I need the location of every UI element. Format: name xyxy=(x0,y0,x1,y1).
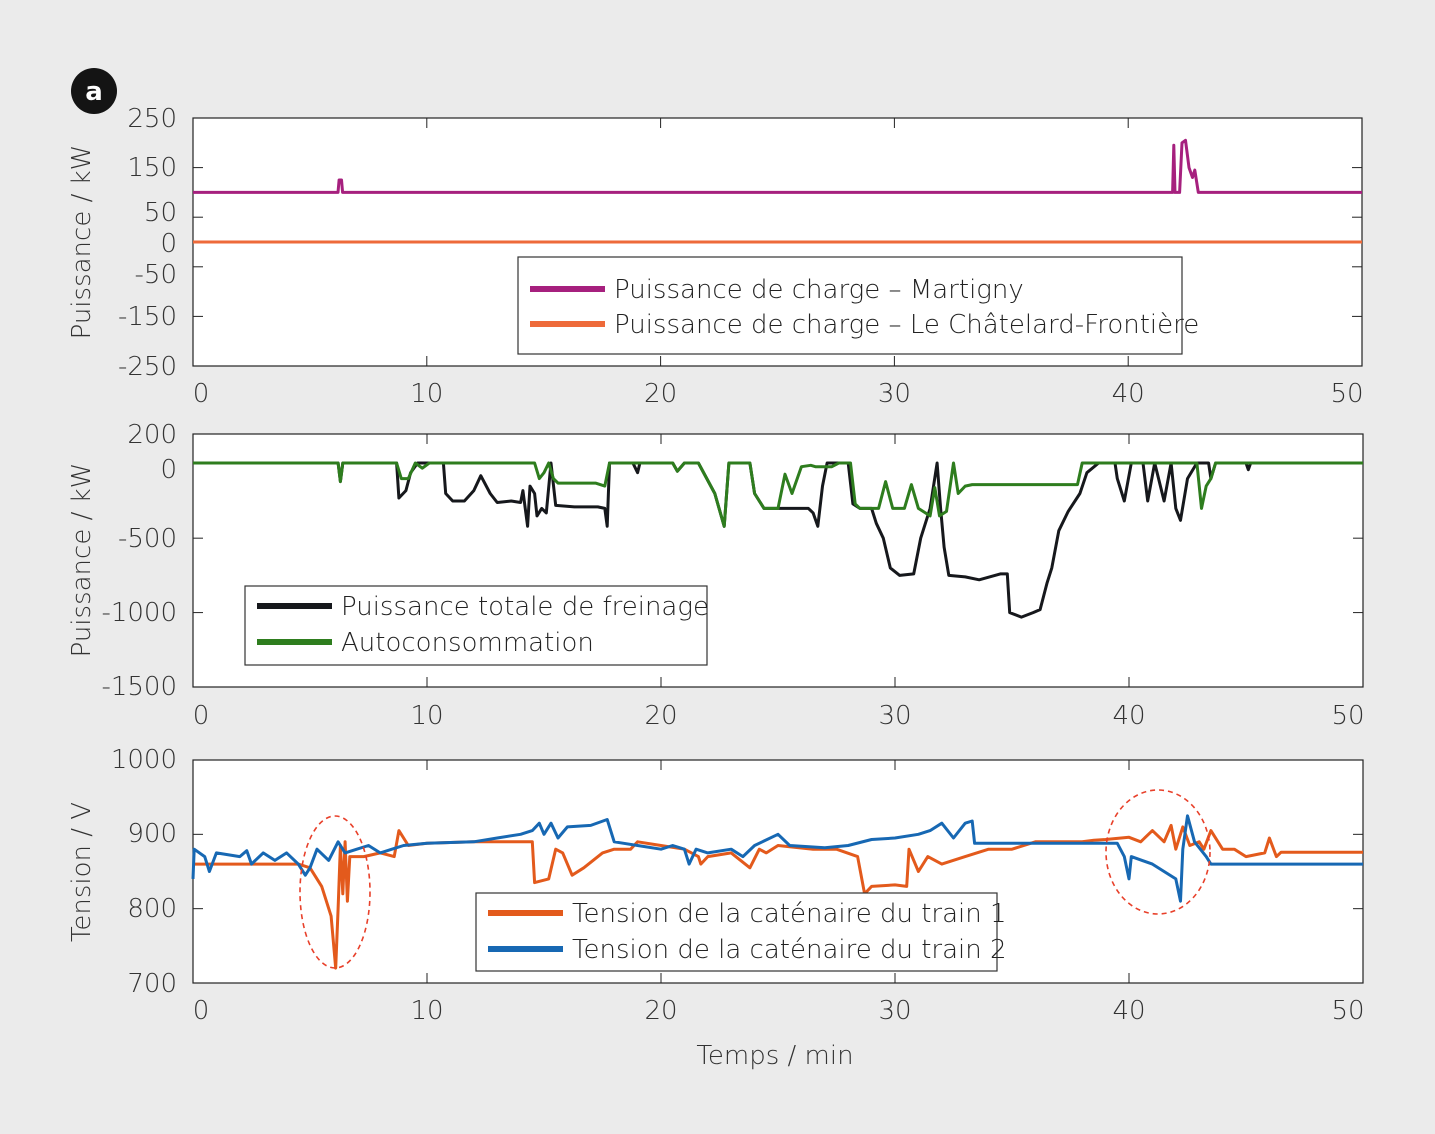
chart-panel-1: 0 10 20 30 40 50250150500-50-150-250Puissance… xyxy=(67,104,1364,409)
legend-entry: Puissance totale de freinage xyxy=(341,592,709,622)
x-tick-label: 10 xyxy=(410,379,443,409)
legend: Puissance de charge – Martigny Puissance … xyxy=(517,256,1199,355)
legend: Tension de la caténaire du train 1 Tensio… xyxy=(475,892,1007,972)
highlight-ellipse xyxy=(1105,789,1211,915)
legend-entry: Puissance de charge – Le Châtelard-Front… xyxy=(614,310,1199,340)
badge-label: a xyxy=(85,77,103,107)
series-line-3-2 xyxy=(191,814,1363,903)
x-tick-label: 40 xyxy=(1112,701,1145,731)
legend: Puissance totale de freinage Autoconsomma… xyxy=(244,585,709,666)
panel-badge: a xyxy=(71,68,117,114)
legend-box xyxy=(475,892,998,972)
x-tick-label: 50 xyxy=(1331,996,1364,1026)
x-tick-label: 20 xyxy=(644,996,677,1026)
series-line-2-2 xyxy=(193,461,1363,528)
legend-entry: Puissance de charge – Martigny xyxy=(614,275,1024,305)
y-tick-label: -500 xyxy=(118,524,177,554)
y-tick-label: 800 xyxy=(127,894,177,924)
x-axis-label: Temps / min xyxy=(696,1041,853,1071)
y-tick-label: -250 xyxy=(118,352,177,382)
legend-entry: Tension de la caténaire du train 1 xyxy=(572,899,1007,929)
x-tick-label: 40 xyxy=(1112,996,1145,1026)
y-axis-label: Puissance / kW xyxy=(67,145,97,340)
y-tick-label: 700 xyxy=(127,969,177,999)
badge-circle xyxy=(71,68,117,114)
x-tick-label: 20 xyxy=(644,379,677,409)
y-tick-label: -1000 xyxy=(101,598,177,628)
legend-box xyxy=(244,585,708,666)
y-tick-label: 0 xyxy=(160,455,177,485)
x-tick-label: 0 xyxy=(193,996,210,1026)
y-axis-label: Puissance / kW xyxy=(67,463,97,658)
y-tick-label: 150 xyxy=(127,153,177,183)
x-tick-label: 50 xyxy=(1331,701,1364,731)
x-tick-label: 0 xyxy=(193,701,210,731)
series-line-1-1 xyxy=(193,138,1362,194)
y-tick-label: -150 xyxy=(118,302,177,332)
chart-panel-3: 0 10 20 30 40 50 1000 900 800 700 Tension / V Temps… xyxy=(67,745,1365,1071)
series-line-2-1 xyxy=(193,461,1363,619)
x-tick-label: 10 xyxy=(410,996,443,1026)
y-tick-label: 900 xyxy=(127,819,177,849)
x-tick-label: 30 xyxy=(878,379,911,409)
x-tick-label: 20 xyxy=(644,701,677,731)
x-tick-label: 40 xyxy=(1112,379,1145,409)
x-tick-label: 10 xyxy=(410,701,443,731)
y-tick-label: -1500 xyxy=(101,672,177,702)
y-tick-label: -50 xyxy=(135,260,177,290)
legend-entry: Autoconsommation xyxy=(341,628,594,658)
y-tick-label: 0 xyxy=(160,229,177,259)
series-line-3-1 xyxy=(193,823,1363,970)
y-tick-label: 250 xyxy=(127,104,177,134)
x-tick-label: 30 xyxy=(878,996,911,1026)
x-tick-label: 0 xyxy=(193,379,210,409)
highlight-ellipse xyxy=(299,815,371,969)
y-tick-label: 200 xyxy=(127,420,177,450)
y-tick-label: 1000 xyxy=(111,745,177,775)
y-tick-label: 50 xyxy=(144,198,177,228)
legend-box xyxy=(517,256,1183,355)
legend-entry: Tension de la caténaire du train 2 xyxy=(572,935,1007,965)
x-tick-label: 50 xyxy=(1330,379,1363,409)
y-axis-label: Tension / V xyxy=(67,802,97,942)
x-tick-label: 30 xyxy=(878,701,911,731)
